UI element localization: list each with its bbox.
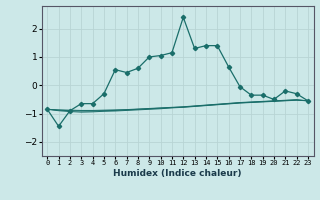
X-axis label: Humidex (Indice chaleur): Humidex (Indice chaleur) (113, 169, 242, 178)
